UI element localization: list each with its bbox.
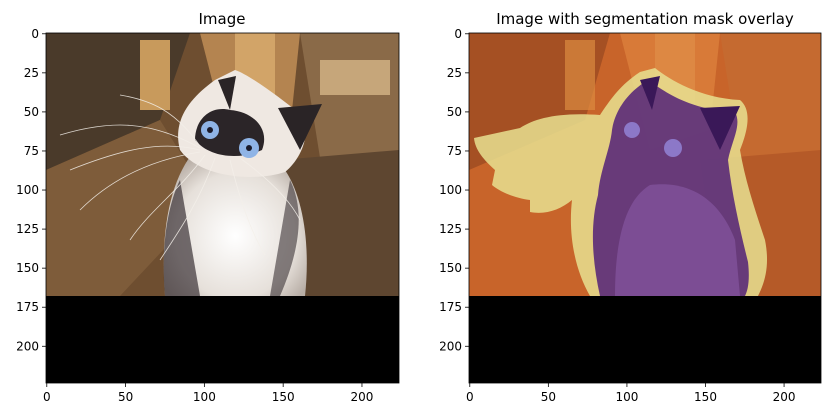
axes-frame — [45, 32, 400, 384]
y-tick-label: 75 — [447, 144, 462, 158]
panel-title: Image with segmentation mask overlay — [496, 10, 794, 28]
overlay-panel: Image with segmentation mask overlay — [439, 10, 822, 404]
y-tick-label: 75 — [24, 144, 39, 158]
x-tick-label: 50 — [541, 390, 556, 404]
y-tick-label: 150 — [16, 261, 39, 275]
y-tick-label: 200 — [16, 339, 39, 353]
y-tick-label: 0 — [454, 27, 462, 41]
y-tick-label: 50 — [24, 105, 39, 119]
axis-ticks: 0 50 100 150 200 0 25 50 75 100 125 150 175 200 — [16, 27, 373, 404]
axis-ticks: 0 50 100 150 200 0 25 50 75 100 125 150 175 200 — [439, 27, 795, 404]
y-tick-label: 175 — [439, 300, 462, 314]
cat-photo — [46, 33, 399, 383]
x-tick-label: 200 — [773, 390, 796, 404]
y-tick-label: 100 — [439, 183, 462, 197]
image-panel: Image — [16, 10, 400, 404]
y-tick-label: 150 — [439, 261, 462, 275]
y-tick-label: 125 — [439, 222, 462, 236]
overlay-photo — [469, 33, 821, 383]
y-tick-label: 100 — [16, 183, 39, 197]
x-tick-label: 200 — [351, 390, 374, 404]
x-tick-label: 0 — [466, 390, 474, 404]
axes-frame — [468, 32, 822, 384]
x-tick-label: 150 — [272, 390, 295, 404]
x-tick-label: 50 — [118, 390, 133, 404]
x-tick-label: 100 — [615, 390, 638, 404]
y-tick-label: 175 — [16, 300, 39, 314]
y-tick-label: 25 — [447, 66, 462, 80]
x-tick-label: 100 — [193, 390, 216, 404]
x-tick-label: 0 — [43, 390, 51, 404]
y-tick-label: 200 — [439, 339, 462, 353]
panel-title: Image — [199, 10, 246, 28]
y-tick-label: 25 — [24, 66, 39, 80]
y-tick-label: 0 — [31, 27, 39, 41]
x-tick-label: 150 — [694, 390, 717, 404]
y-tick-label: 50 — [447, 105, 462, 119]
y-tick-label: 125 — [16, 222, 39, 236]
